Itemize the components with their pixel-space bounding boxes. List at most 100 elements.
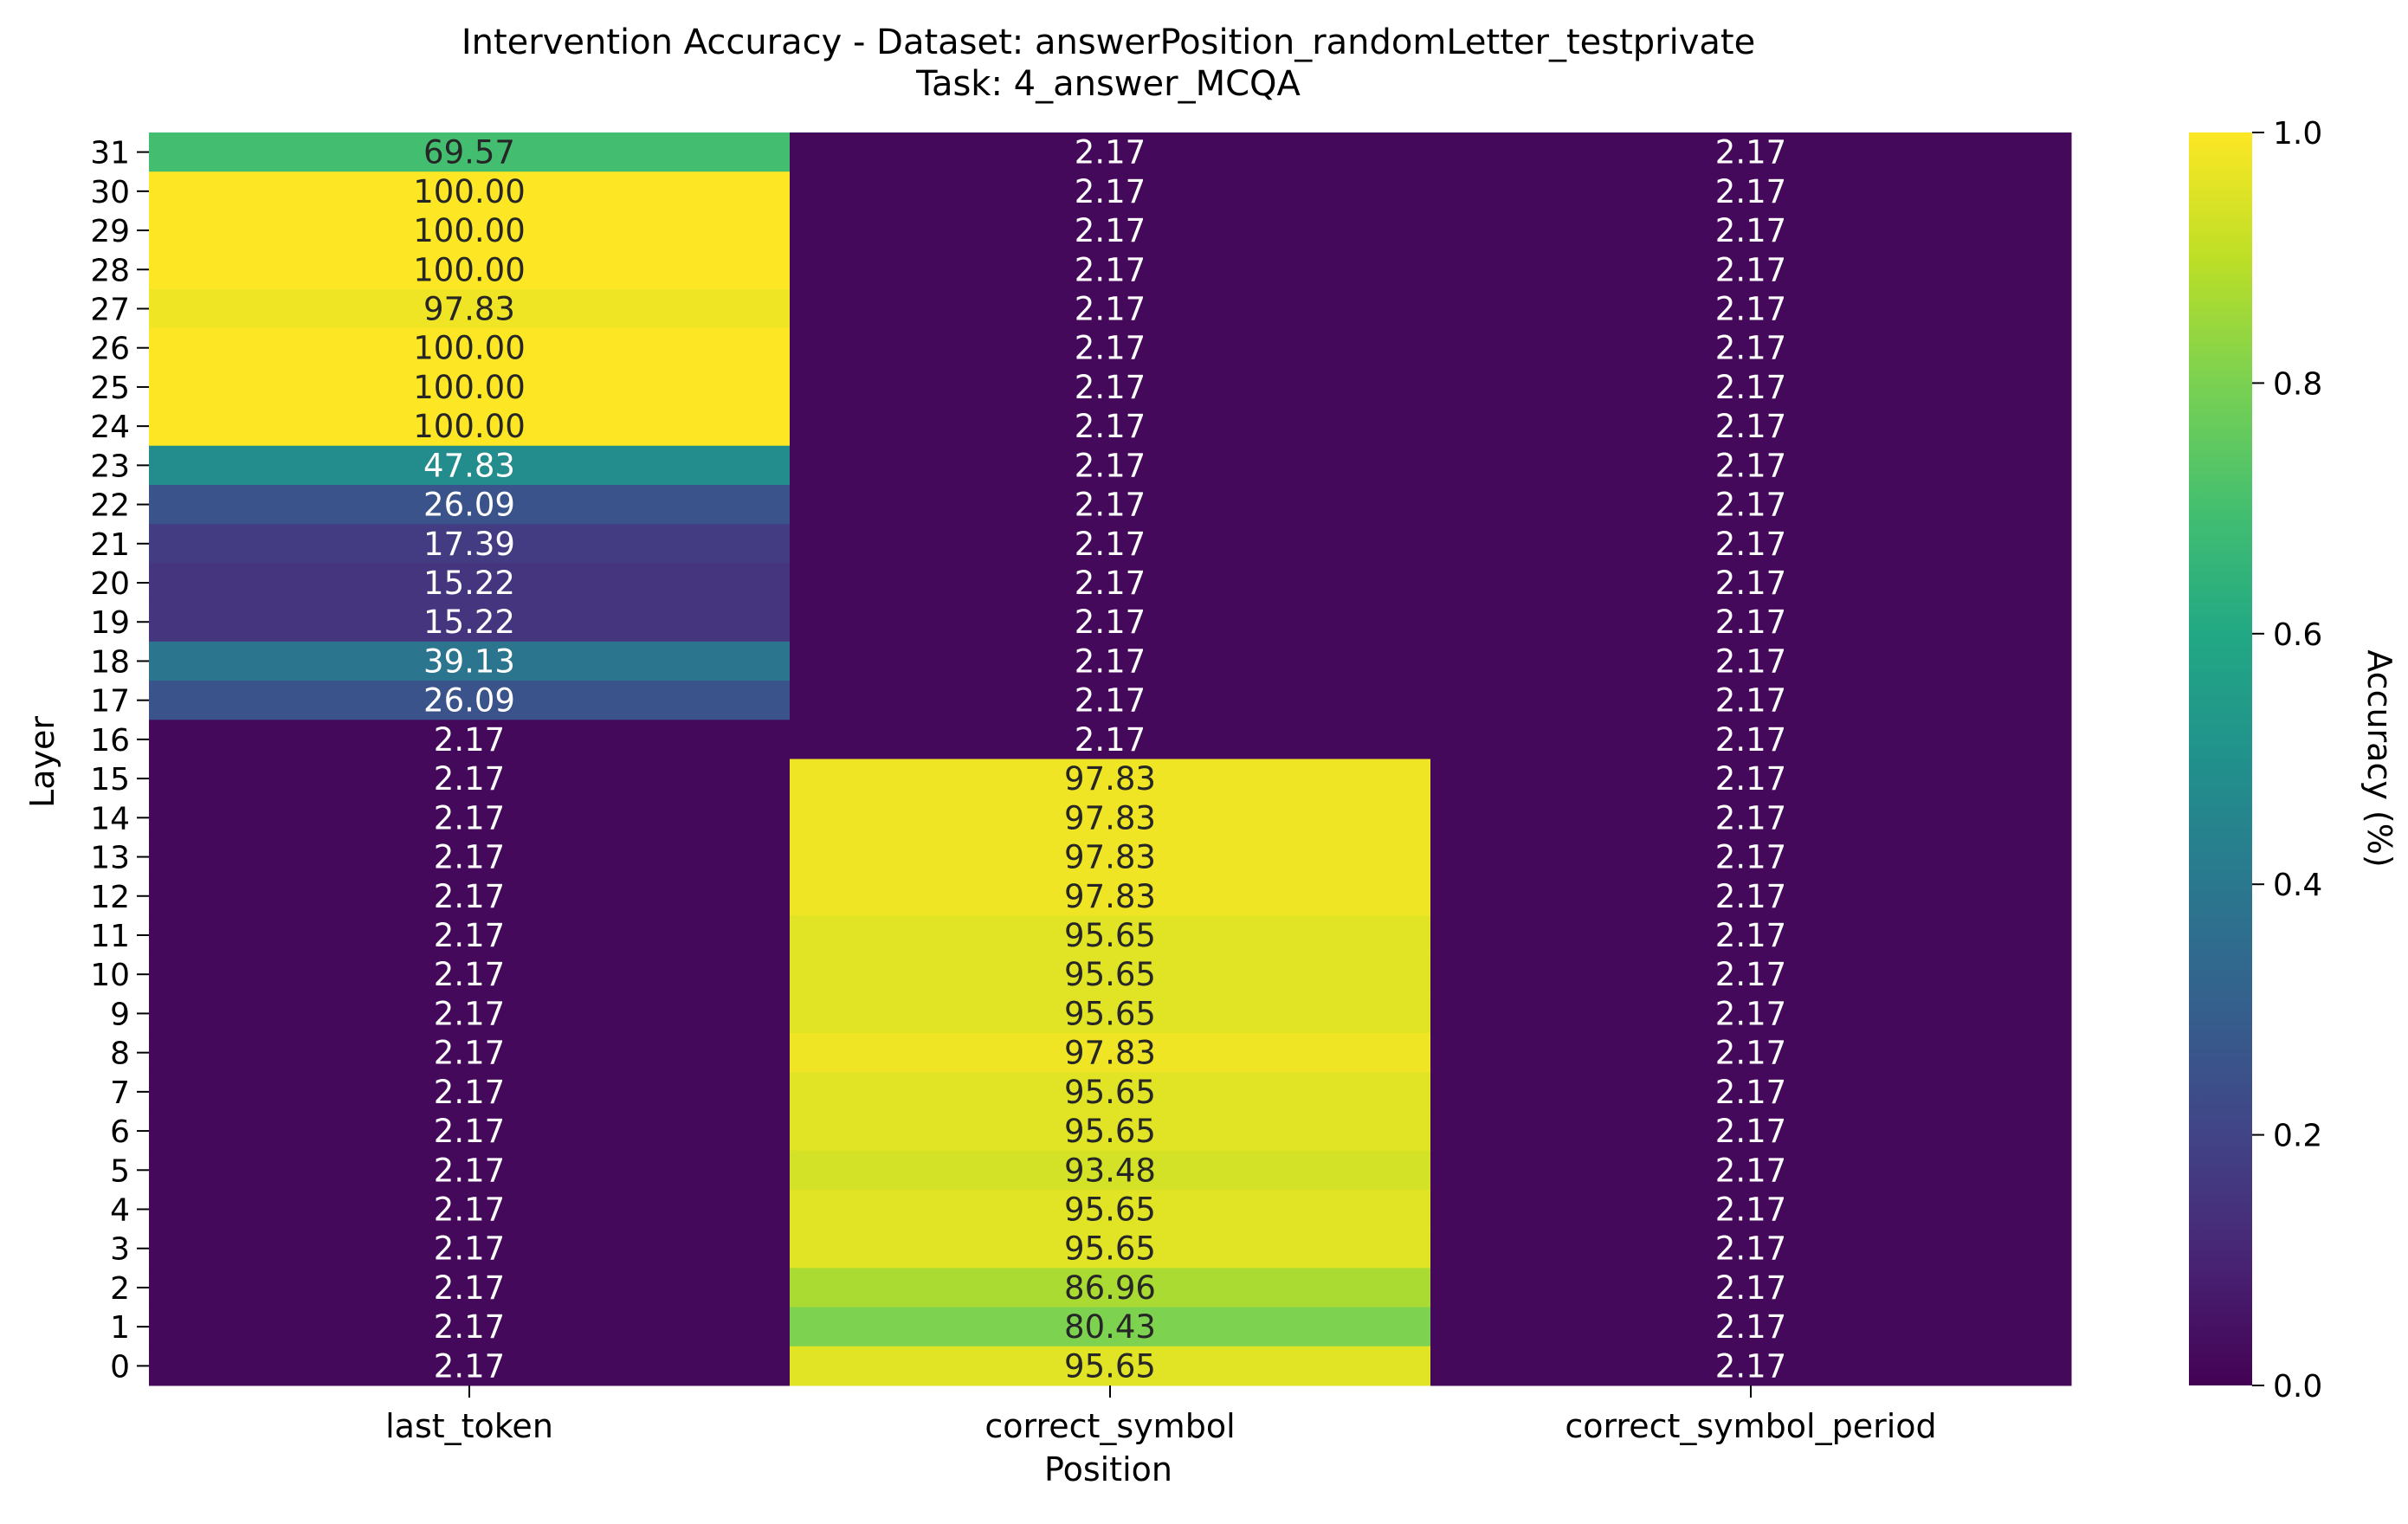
heatmap-cell (149, 1189, 791, 1230)
x-tick-label: last_token (385, 1407, 553, 1445)
heatmap-cell (149, 1111, 791, 1152)
heatmap-cell (790, 171, 1431, 211)
cell-value-label: 93.48 (1064, 1152, 1156, 1189)
cell-value-label: 2.17 (1075, 173, 1146, 210)
cell-value-label: 2.17 (434, 1347, 505, 1385)
y-tick-label: 4 (110, 1193, 130, 1229)
cell-value-label: 2.17 (1075, 408, 1146, 445)
heatmap-cell (1430, 328, 2072, 368)
cell-value-label: 2.17 (1715, 330, 1786, 367)
heatmap-cell (149, 915, 791, 956)
heatmap-cell (149, 798, 791, 838)
heatmap-cell (790, 641, 1431, 681)
heatmap-cell (149, 641, 791, 681)
heatmap-cell (149, 602, 791, 643)
heatmap-cell (790, 249, 1431, 290)
cell-value-label: 95.65 (1064, 956, 1156, 993)
heatmap-cell (790, 1072, 1431, 1112)
heatmap-cell (790, 132, 1431, 172)
heatmap-cell (1430, 132, 2072, 172)
heatmap-cell (149, 954, 791, 995)
heatmap-cell (790, 484, 1431, 525)
heatmap-cell (790, 288, 1431, 329)
heatmap-cell (149, 993, 791, 1034)
heatmap-cell (1430, 445, 2072, 486)
cell-value-label: 97.83 (1064, 1035, 1156, 1072)
cell-value-label: 2.17 (1075, 721, 1146, 759)
cell-value-label: 2.17 (434, 1074, 505, 1111)
heatmap-cell (1430, 288, 2072, 329)
cell-value-label: 2.17 (434, 1035, 505, 1072)
heatmap-cell (790, 328, 1431, 368)
cell-value-label: 2.17 (1075, 134, 1146, 171)
cell-value-label: 2.17 (1715, 760, 1786, 798)
cell-value-label: 95.65 (1064, 917, 1156, 954)
cell-value-label: 2.17 (434, 1113, 505, 1150)
cell-value-label: 2.17 (1715, 487, 1786, 524)
cell-value-label: 2.17 (1715, 1113, 1786, 1150)
heatmap-cell (1430, 798, 2072, 838)
cell-value-label: 95.65 (1064, 1191, 1156, 1229)
cell-value-label: 2.17 (1715, 1152, 1786, 1189)
cell-value-label: 2.17 (434, 1269, 505, 1307)
heatmap-cell (149, 288, 791, 329)
cell-value-label: 2.17 (1715, 1230, 1786, 1268)
x-tick-labels: last_token correct_symbol correct_symbol_p… (385, 1385, 1937, 1445)
heatmap-cell (790, 1268, 1431, 1308)
heatmap-cell (149, 210, 791, 251)
heatmap-cell (1430, 915, 2072, 956)
heatmap-cell (149, 445, 791, 486)
heatmap-cell (1430, 524, 2072, 564)
heatmap-cell (790, 993, 1431, 1034)
cell-value-label: 39.13 (423, 643, 515, 680)
cell-value-label: 2.17 (1715, 1074, 1786, 1111)
heatmap-cell (790, 1189, 1431, 1230)
cell-value-label: 2.17 (1715, 408, 1786, 445)
heatmap-cell (790, 1111, 1431, 1152)
cell-value-label: 2.17 (1715, 956, 1786, 993)
cell-value-label: 2.17 (434, 1230, 505, 1268)
heatmap-cell (1430, 641, 2072, 681)
heatmap-cell (149, 1307, 791, 1347)
cell-value-label: 100.00 (413, 369, 525, 406)
y-tick-label: 13 (90, 841, 130, 876)
y-tick-label: 27 (90, 292, 130, 327)
colorbar-tick-label: 0.6 (2273, 617, 2322, 653)
y-tick-label: 15 (90, 762, 130, 798)
heatmap-cell (1430, 210, 2072, 251)
cell-value-label: 2.17 (1715, 799, 1786, 836)
heatmap-cell (1430, 1150, 2072, 1191)
heatmap-cell (790, 759, 1431, 799)
heatmap-cell (149, 681, 791, 720)
heatmap-cell (790, 445, 1431, 486)
cell-value-label: 95.65 (1064, 1347, 1156, 1385)
y-tick-label: 12 (90, 880, 130, 915)
cell-value-label: 26.09 (423, 487, 515, 524)
cell-value-label: 2.17 (1715, 604, 1786, 641)
heatmap-cell (149, 171, 791, 211)
heatmap-cell (1430, 993, 2072, 1034)
y-tick-label: 25 (90, 371, 130, 406)
heatmap-cell (1430, 249, 2072, 290)
y-tick-label: 6 (110, 1114, 130, 1150)
heatmap-cell (149, 563, 791, 604)
y-tick-label: 24 (90, 410, 130, 445)
cell-value-label: 2.17 (1715, 526, 1786, 563)
heatmap-cell (790, 1033, 1431, 1073)
cell-value-label: 2.17 (1075, 212, 1146, 249)
chart-subtitle: Task: 4_answer_MCQA (915, 64, 1301, 104)
cell-value-label: 2.17 (1715, 173, 1786, 210)
cell-value-label: 26.09 (423, 682, 515, 720)
cell-value-label: 2.17 (1715, 643, 1786, 680)
heatmap-cell (1430, 759, 2072, 799)
cell-value-label: 2.17 (1075, 290, 1146, 327)
heatmap-cell (1430, 1072, 2072, 1112)
cell-value-label: 2.17 (434, 1152, 505, 1189)
cell-value-label: 86.96 (1064, 1269, 1156, 1307)
heatmap-cell (149, 484, 791, 525)
y-tick-label: 30 (90, 175, 130, 210)
heatmap-cell (1430, 836, 2072, 877)
cell-value-label: 2.17 (1715, 251, 1786, 288)
